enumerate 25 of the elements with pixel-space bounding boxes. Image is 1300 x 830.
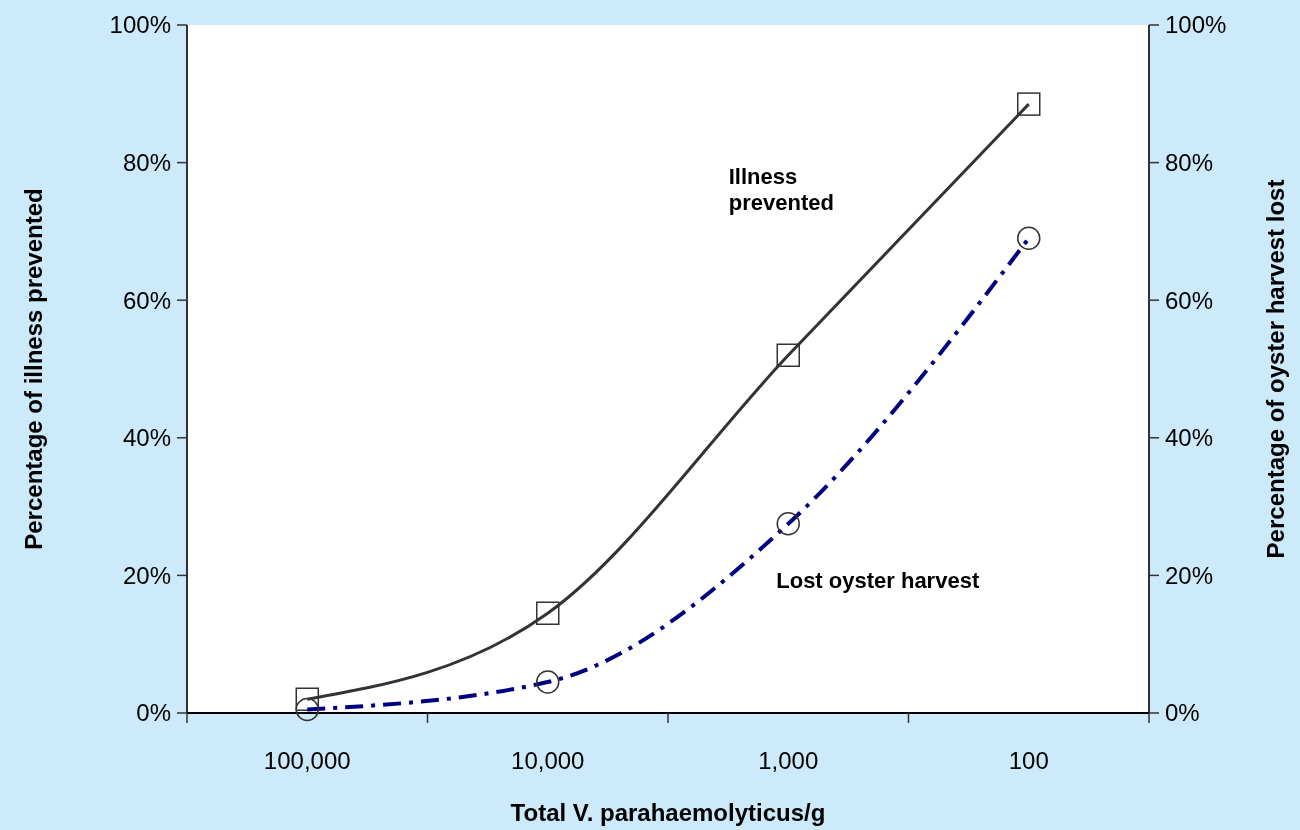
series-label: Lost oyster harvest (776, 567, 980, 593)
y-axis-title: Percentage of illness prevented (20, 188, 47, 550)
y2-axis-title: Percentage of oyster harvest lost (1262, 179, 1289, 559)
x-axis-title: Total V. parahaemolyticus/g (510, 799, 826, 826)
y-tick-label: 40% (122, 424, 171, 452)
y-tick-label: 100% (109, 11, 171, 39)
y2-tick-label: 60% (1165, 286, 1214, 314)
point (536, 601, 560, 625)
y2-tick-label: 20% (1165, 561, 1214, 589)
y-tick-label: 0% (136, 699, 171, 727)
point (295, 687, 319, 711)
y2-tick-label: 0% (1165, 699, 1200, 727)
point (1017, 92, 1041, 116)
x-tick-label: 10,000 (511, 747, 585, 774)
x-tick-label: 100 (1008, 747, 1049, 774)
point (776, 343, 800, 367)
x-tick-label: 1,000 (758, 747, 819, 774)
y2-tick-label: 80% (1165, 149, 1214, 176)
x-tick-label: 100,000 (263, 747, 351, 774)
y2-tick-label: 100% (1165, 11, 1227, 39)
y2-tick-label: 40% (1165, 424, 1214, 452)
y-tick-label: 60% (122, 286, 171, 314)
y-tick-label: 80% (122, 149, 171, 176)
text: Illness prevented (728, 164, 834, 216)
y-tick-label: 20% (122, 561, 171, 589)
